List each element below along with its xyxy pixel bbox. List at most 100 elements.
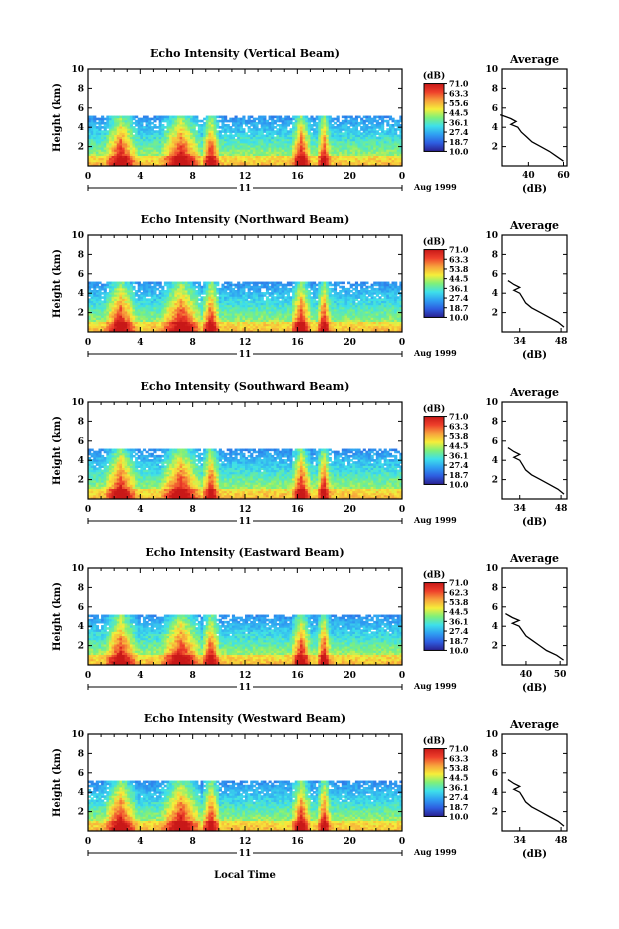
heatmap-cell: [205, 140, 209, 144]
heatmap-cell: [286, 161, 290, 165]
heatmap-cell: [310, 159, 314, 163]
heatmap-cell: [302, 155, 306, 159]
heatmap-cell: [161, 157, 165, 161]
heatmap-cell: [333, 138, 338, 142]
heatmap-cell: [354, 142, 359, 146]
heatmap-cell: [378, 161, 382, 165]
heatmap-cell: [135, 157, 139, 161]
heatmap-cell: [289, 138, 293, 142]
heatmap-cell: [114, 121, 118, 125]
heatmap-cell: [132, 163, 136, 167]
heatmap-cell: [192, 119, 196, 123]
heatmap-cell: [163, 153, 167, 156]
heatmap-cell: [297, 157, 301, 161]
heatmap-cell: [250, 138, 254, 142]
heatmap-cell: [197, 147, 202, 150]
heatmap-cell: [255, 134, 259, 138]
heatmap-cell: [373, 136, 377, 140]
heatmap-cell: [339, 126, 343, 129]
heatmap-cell: [140, 153, 144, 156]
heatmap-cell: [391, 140, 395, 144]
heatmap-cell: [365, 153, 369, 156]
heatmap-cell: [111, 134, 115, 138]
heatmap-cell: [88, 308, 92, 312]
heatmap-cell: [297, 163, 301, 167]
heatmap-cell: [88, 302, 92, 306]
heatmap-cell: [234, 159, 238, 163]
heatmap-cell: [197, 155, 202, 159]
heatmap-cell: [326, 123, 330, 127]
heatmap-cell: [344, 161, 348, 165]
heatmap-cell: [114, 287, 118, 291]
heatmap-cell: [166, 151, 170, 154]
heatmap-cell: [158, 119, 162, 123]
heatmap-cell: [129, 147, 133, 150]
heatmap-cell: [205, 153, 209, 156]
heatmap-cell: [114, 319, 118, 322]
heatmap-cell: [375, 138, 379, 142]
x-tick-label: 20: [343, 172, 356, 182]
heatmap-cell: [367, 128, 372, 131]
heatmap-cell: [273, 121, 277, 125]
heatmap-cell: [242, 142, 246, 146]
heatmap-cell: [132, 121, 136, 125]
heatmap-cell: [354, 128, 359, 131]
heatmap-cell: [260, 123, 264, 127]
heatmap-cell: [153, 126, 157, 129]
heatmap-cell: [396, 142, 400, 146]
heatmap-cell: [210, 153, 215, 156]
heatmap-cell: [213, 123, 217, 127]
heatmap-cell: [98, 292, 102, 295]
heatmap-cell: [331, 161, 335, 165]
heatmap-cell: [108, 310, 113, 314]
heatmap-cell: [263, 149, 267, 152]
heatmap-cell: [250, 136, 254, 140]
heatmap-cell: [98, 126, 102, 129]
heatmap-cell: [103, 306, 107, 310]
heatmap-cell: [258, 155, 262, 159]
heatmap-cell: [103, 134, 107, 138]
heatmap-cell: [391, 142, 395, 146]
heatmap-cell: [192, 138, 196, 142]
heatmap-cell: [279, 140, 283, 144]
heatmap-cell: [90, 321, 94, 325]
heatmap-cell: [367, 151, 372, 154]
heatmap-cell: [258, 159, 262, 163]
heatmap-cell: [349, 142, 353, 146]
heatmap-cell: [252, 136, 256, 140]
heatmap-cell: [108, 300, 113, 304]
heatmap-cell: [305, 161, 309, 165]
heatmap-cell: [381, 138, 385, 142]
heatmap-cell: [268, 149, 272, 152]
heatmap-cell: [184, 153, 188, 156]
heatmap-cell: [284, 140, 288, 144]
heatmap-cell: [103, 149, 107, 152]
heatmap-cell: [163, 140, 167, 144]
heatmap-cell: [386, 119, 390, 123]
heatmap-cell: [245, 140, 249, 144]
heatmap-cell: [101, 119, 105, 123]
heatmap-cell: [103, 132, 107, 135]
heatmap-cell: [305, 163, 309, 167]
heatmap-cell: [237, 140, 241, 144]
heatmap-cell: [111, 300, 115, 304]
heatmap-cell: [333, 151, 338, 154]
heatmap-cell: [373, 144, 377, 148]
heatmap-cell: [333, 149, 338, 152]
heatmap-cell: [200, 161, 204, 165]
heatmap-cell: [203, 121, 207, 125]
heatmap-cell: [179, 130, 183, 133]
heatmap-cell: [106, 138, 110, 142]
heatmap-cell: [258, 147, 262, 150]
heatmap-cell: [273, 163, 277, 167]
heatmap-cell: [116, 128, 120, 131]
heatmap-cell: [122, 157, 126, 161]
heatmap-cell: [231, 147, 236, 150]
heatmap-cell: [93, 285, 97, 289]
heatmap-cell: [187, 157, 191, 161]
heatmap-cell: [103, 285, 107, 289]
heatmap-cell: [231, 121, 236, 125]
heatmap-cell: [108, 140, 113, 144]
heatmap-cell: [328, 136, 332, 140]
heatmap-cell: [142, 130, 147, 133]
